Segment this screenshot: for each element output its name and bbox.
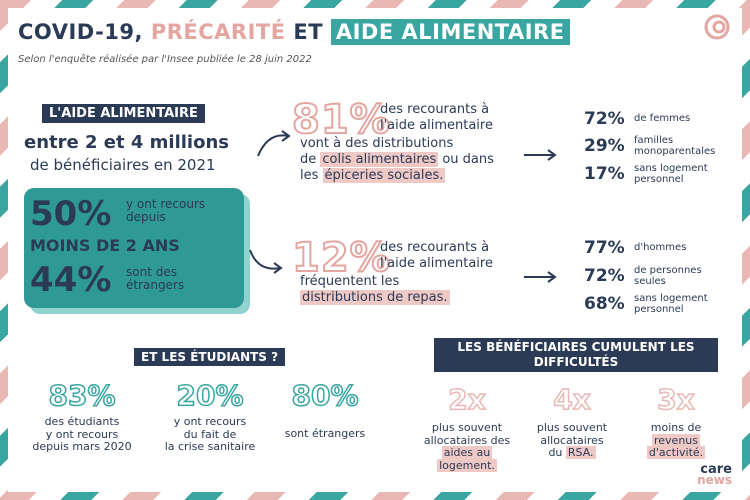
colis-line3: vont à des distributions bbox=[300, 136, 454, 151]
difficulte-item: 3x moins de revenus d'activité. bbox=[626, 383, 726, 460]
repas-stat-row: 77% d'hommes bbox=[584, 234, 734, 262]
etudiant-line1: sont étrangers bbox=[284, 427, 366, 440]
stat-label: familles monoparentales bbox=[634, 134, 716, 158]
stat-pct: 29% bbox=[584, 136, 625, 156]
title-precarite: PRÉCARITÉ bbox=[150, 20, 286, 44]
colis-line4-pre: de bbox=[300, 152, 321, 167]
aides-logement-highlight: aides au bbox=[441, 446, 493, 460]
stat-label: de personnes seules bbox=[634, 264, 702, 288]
colis-stat-row: 29% familles monoparentales bbox=[584, 132, 734, 160]
carenews-logo: care news bbox=[697, 461, 732, 488]
etudiant-item: 80% sont étrangers bbox=[270, 379, 380, 441]
repas-stat-row: 72% de personnes seules bbox=[584, 262, 734, 290]
colis-line4-post: ou dans bbox=[438, 152, 494, 167]
logement-highlight: logement. bbox=[437, 458, 497, 472]
etudiants-badge: ET LES ÉTUDIANTS ? bbox=[134, 348, 286, 366]
colis-line4: de colis alimentaires ou dans bbox=[300, 152, 494, 168]
etudiant-line2: du fait de bbox=[183, 427, 237, 441]
title-aide-alimentaire: AIDE ALIMENTAIRE bbox=[330, 19, 570, 45]
etudiant-item: 20% y ont recours du fait de la crise sa… bbox=[150, 379, 270, 454]
stat-pct: 17% bbox=[584, 164, 625, 184]
etudiant-line3: la crise sanitaire bbox=[164, 440, 256, 454]
title-et: ET bbox=[293, 20, 324, 44]
repas-line3: fréquentent les bbox=[300, 274, 400, 289]
stat-44-text: sont des étrangers bbox=[126, 265, 185, 293]
carenews-swirl-icon bbox=[704, 14, 730, 40]
stat-12-pct: 12% bbox=[291, 235, 391, 281]
colis-line5: les épiceries sociales. bbox=[300, 168, 446, 184]
difficultes-badge-line1: LES BÉNÉFICIAIRES CUMULENT LES bbox=[457, 340, 695, 354]
colis-alimentaires-highlight: colis alimentaires bbox=[320, 152, 439, 167]
difficulte-line1: plus souvent bbox=[536, 421, 608, 434]
activite-highlight: d'activité. bbox=[646, 446, 706, 460]
infographic-card: COVID-19, PRÉCARITÉ ET AIDE ALIMENTAIRE … bbox=[8, 8, 742, 492]
stat-50-pct: 50% bbox=[30, 194, 112, 234]
epiceries-sociales-highlight: épiceries sociales. bbox=[322, 168, 446, 183]
title-covid: COVID-19, bbox=[18, 20, 144, 44]
stat-81-pct: 81% bbox=[291, 97, 391, 143]
beneficiaires-year: de bénéficiaires en 2021 bbox=[30, 156, 216, 174]
arrow-down-right-icon bbox=[249, 249, 283, 274]
stat-label: sans logement personnel bbox=[634, 162, 708, 186]
distributions-repas-highlight: distributions de repas. bbox=[300, 290, 450, 305]
etudiant-line3: depuis mars 2020 bbox=[32, 440, 132, 454]
etudiant-pct: 83% bbox=[48, 379, 117, 412]
etudiant-line2: y ont recours bbox=[45, 427, 119, 441]
colis-stats: 72% de femmes 29% familles monoparentale… bbox=[584, 106, 734, 188]
logo-news: news bbox=[697, 473, 732, 488]
difficulte-line1: plus souvent bbox=[431, 421, 503, 434]
colis-stat-row: 17% sans logement personnel bbox=[584, 160, 734, 188]
difficulte-line1: moins de bbox=[650, 421, 702, 434]
stat-label: d'hommes bbox=[634, 242, 687, 254]
page-subtitle: Selon l'enquête réalisée par l'Insee pub… bbox=[18, 54, 312, 65]
page-title: COVID-19, PRÉCARITÉ ET AIDE ALIMENTAIRE bbox=[18, 19, 570, 45]
etudiant-line1: y ont recours bbox=[173, 415, 247, 428]
colis-line1: des recourants à bbox=[380, 102, 490, 117]
stat-pct: 72% bbox=[584, 266, 625, 286]
stat-50-text: y ont recours depuis bbox=[126, 197, 206, 225]
etudiant-pct: 20% bbox=[176, 379, 245, 412]
arrow-right-icon bbox=[524, 149, 557, 161]
aide-badge: L'AIDE ALIMENTAIRE bbox=[42, 104, 205, 123]
stat-pct: 68% bbox=[584, 294, 625, 314]
repas-line4: distributions de repas. bbox=[300, 290, 450, 306]
stat-pct: 77% bbox=[584, 238, 625, 258]
difficulte-line2: allocataires des bbox=[423, 433, 511, 447]
difficultes-badge: LES BÉNÉFICIAIRES CUMULENT LES DIFFICULT… bbox=[434, 338, 718, 372]
difficulte-item: 2x plus souvent allocataires des aides a… bbox=[412, 383, 522, 473]
difficulte-multiplier: 4x bbox=[552, 383, 591, 416]
stat-label: de femmes bbox=[634, 113, 691, 125]
teal-stat-box: 50% y ont recours depuis MOINS DE 2 ANS … bbox=[24, 188, 244, 308]
etudiant-pct: 80% bbox=[291, 379, 360, 412]
etudiant-item: 83% des étudiants y ont recours depuis m… bbox=[22, 379, 142, 454]
difficulte-item: 4x plus souvent allocataires du RSA. bbox=[522, 383, 622, 460]
stat-44-pct: 44% bbox=[30, 260, 112, 300]
difficulte-line2: allocataires bbox=[540, 433, 604, 447]
repas-line1: des recourants à bbox=[380, 240, 490, 255]
difficulte-multiplier: 2x bbox=[447, 383, 486, 416]
arrow-right-icon bbox=[524, 271, 557, 283]
etudiant-line1: des étudiants bbox=[44, 415, 120, 428]
colis-stat-row: 72% de femmes bbox=[584, 106, 734, 132]
stat-label: sans logement personnel bbox=[634, 292, 708, 316]
repas-line2: l'aide alimentaire bbox=[380, 256, 493, 271]
stat-pct: 72% bbox=[584, 109, 625, 129]
arrow-up-right-icon bbox=[257, 130, 291, 157]
logo-care: care bbox=[700, 461, 732, 477]
beneficiaires-range: entre 2 et 4 millions bbox=[24, 132, 229, 153]
difficulte-line3: du bbox=[548, 446, 566, 460]
difficulte-multiplier: 3x bbox=[656, 383, 695, 416]
repas-stats: 77% d'hommes 72% de personnes seules 68%… bbox=[584, 234, 734, 318]
repas-stat-row: 68% sans logement personnel bbox=[584, 290, 734, 318]
moins-de-2-ans: MOINS DE 2 ANS bbox=[30, 236, 180, 255]
difficultes-badge-line2: DIFFICULTÉS bbox=[533, 355, 619, 369]
rsa-highlight: RSA. bbox=[565, 446, 596, 460]
revenus-highlight: revenus bbox=[652, 433, 700, 447]
colis-line2: l'aide alimentaire bbox=[380, 118, 493, 133]
colis-line5-pre: les bbox=[300, 168, 323, 183]
